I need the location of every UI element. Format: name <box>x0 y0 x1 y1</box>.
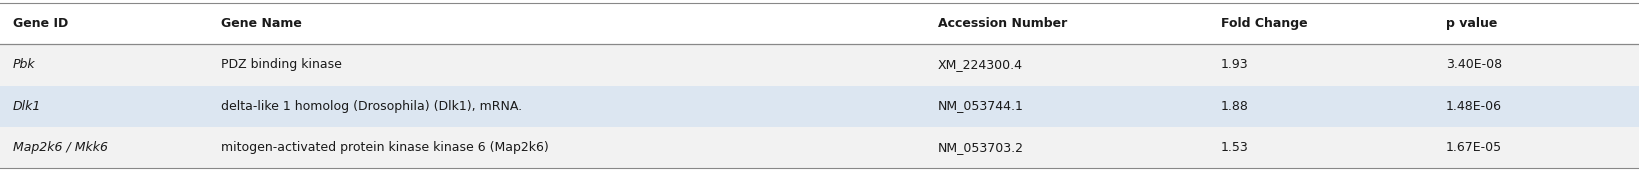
Text: Map2k6 / Mkk6: Map2k6 / Mkk6 <box>13 141 108 154</box>
Text: Dlk1: Dlk1 <box>13 100 41 113</box>
Text: Gene ID: Gene ID <box>13 17 69 30</box>
Text: NM_053703.2: NM_053703.2 <box>938 141 1023 154</box>
Text: Pbk: Pbk <box>13 58 36 71</box>
Text: Gene Name: Gene Name <box>221 17 302 30</box>
Bar <box>0 86 1639 127</box>
Text: 1.93: 1.93 <box>1221 58 1249 71</box>
Text: NM_053744.1: NM_053744.1 <box>938 100 1023 113</box>
Text: delta-like 1 homolog (Drosophila) (Dlk1), mRNA.: delta-like 1 homolog (Drosophila) (Dlk1)… <box>221 100 523 113</box>
Text: 1.67E-05: 1.67E-05 <box>1446 141 1501 154</box>
Text: 3.40E-08: 3.40E-08 <box>1446 58 1501 71</box>
Text: XM_224300.4: XM_224300.4 <box>938 58 1023 71</box>
Bar <box>0 127 1639 168</box>
Text: 1.48E-06: 1.48E-06 <box>1446 100 1501 113</box>
Bar <box>0 44 1639 86</box>
Text: Accession Number: Accession Number <box>938 17 1067 30</box>
Text: PDZ binding kinase: PDZ binding kinase <box>221 58 343 71</box>
Text: 1.88: 1.88 <box>1221 100 1249 113</box>
Text: mitogen-activated protein kinase kinase 6 (Map2k6): mitogen-activated protein kinase kinase … <box>221 141 549 154</box>
Text: Fold Change: Fold Change <box>1221 17 1308 30</box>
Text: p value: p value <box>1446 17 1496 30</box>
Text: 1.53: 1.53 <box>1221 141 1249 154</box>
